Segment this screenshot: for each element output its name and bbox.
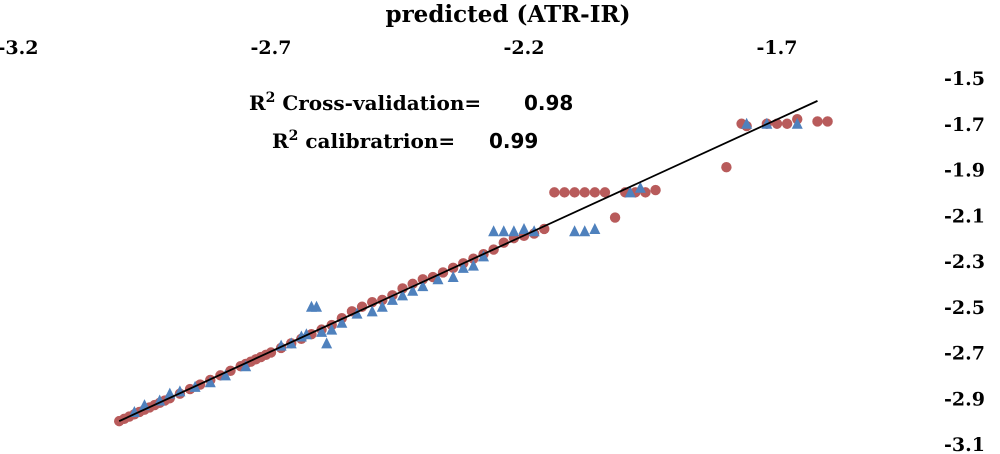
- y-tick-label: -1.5: [944, 68, 985, 90]
- annotation-value: 0.98: [524, 91, 573, 115]
- y-tick-labels: -1.5 -1.7 -1.9 -2.1 -2.3 -2.5 -2.7 -2.9 -3.1: [944, 68, 985, 454]
- x-tick-label: -2.7: [251, 37, 292, 59]
- data-point-triangle: [397, 289, 409, 301]
- data-point-triangle: [154, 394, 166, 406]
- data-point-triangle: [336, 316, 348, 328]
- data-point-triangle: [128, 405, 140, 417]
- annotation-r2-label: R2 calibratrion=: [272, 128, 455, 153]
- annotation-value: 0.99: [489, 129, 538, 153]
- data-point-circle: [650, 184, 661, 196]
- data-point-triangle: [326, 323, 338, 335]
- data-point-triangle: [508, 225, 520, 237]
- data-point-triangle: [366, 305, 378, 317]
- data-point-triangle: [432, 273, 444, 285]
- x-tick-label: -3.2: [0, 37, 38, 59]
- y-tick-label: -1.9: [944, 160, 985, 182]
- data-point-circle: [609, 212, 621, 223]
- data-point-circle: [407, 278, 418, 290]
- data-point-triangle: [219, 369, 231, 381]
- data-point-circle: [599, 187, 611, 198]
- data-point-circle: [559, 187, 570, 198]
- data-point-circle: [397, 283, 408, 294]
- x-tick-labels: -3.2 -2.7 -2.2 -1.7: [0, 37, 797, 59]
- data-point-triangle: [488, 225, 500, 237]
- data-point-triangle: [467, 259, 479, 271]
- data-points: [114, 113, 833, 427]
- data-point-triangle: [386, 293, 398, 305]
- annotation-r2-label: R2 Cross-validation=: [249, 90, 481, 115]
- data-point-triangle: [417, 280, 429, 292]
- data-point-triangle: [518, 222, 530, 234]
- data-point-triangle: [316, 325, 328, 337]
- x-tick-label: -2.2: [504, 37, 545, 59]
- fit-line: [118, 100, 818, 422]
- data-point-triangle: [240, 360, 252, 372]
- data-point-circle: [417, 274, 428, 285]
- data-point-circle: [539, 223, 550, 235]
- data-point-triangle: [634, 181, 646, 193]
- data-point-triangle: [741, 117, 753, 129]
- data-point-triangle: [447, 271, 459, 283]
- data-point-triangle: [407, 284, 419, 296]
- data-point-triangle: [376, 300, 388, 312]
- y-tick-label: -2.9: [944, 388, 985, 410]
- data-point-triangle: [351, 307, 363, 319]
- fit-line-group: [118, 100, 818, 422]
- data-point-triangle: [204, 376, 216, 388]
- y-tick-label: -3.1: [944, 434, 985, 454]
- data-point-circle: [579, 187, 590, 198]
- data-point-circle: [822, 116, 833, 127]
- data-point-triangle: [311, 300, 323, 312]
- data-point-triangle: [589, 222, 601, 234]
- data-point-triangle: [624, 186, 636, 198]
- chart-title: predicted (ATR-IR): [385, 1, 630, 28]
- y-tick-label: -2.7: [944, 343, 985, 365]
- data-point-circle: [549, 187, 560, 198]
- data-point-triangle: [498, 225, 510, 237]
- y-tick-label: -2.5: [944, 297, 985, 319]
- data-point-triangle: [791, 117, 803, 129]
- data-point-circle: [812, 116, 823, 127]
- annotation-text: Cross-validation=: [275, 91, 481, 115]
- annotation-r: R: [249, 91, 266, 115]
- annotation-text: calibratrion=: [298, 129, 455, 153]
- data-point-circle: [781, 118, 793, 129]
- annotation-r: R: [272, 129, 289, 153]
- x-tick-label: -1.7: [757, 37, 798, 59]
- data-point-circle: [721, 162, 732, 173]
- data-point-triangle: [321, 337, 333, 349]
- y-tick-label: -2.1: [944, 205, 985, 227]
- annotation-superscript: 2: [289, 128, 299, 144]
- data-point-triangle: [579, 225, 591, 237]
- y-tick-label: -1.7: [944, 114, 985, 136]
- data-point-circle: [569, 187, 580, 198]
- data-point-circle: [589, 187, 601, 198]
- data-point-triangle: [457, 261, 469, 273]
- annotation-superscript: 2: [266, 90, 276, 106]
- data-point-triangle: [569, 225, 581, 237]
- data-point-triangle: [478, 250, 490, 262]
- y-tick-label: -2.3: [944, 251, 985, 273]
